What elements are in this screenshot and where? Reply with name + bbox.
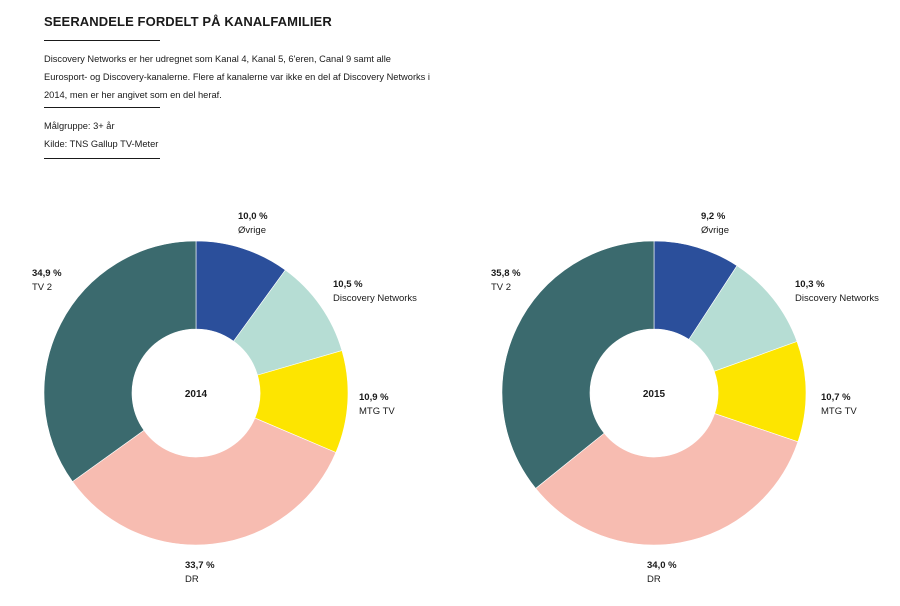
- data-label-category: Discovery Networks: [333, 293, 417, 304]
- data-label-category: TV 2: [32, 282, 52, 293]
- slice-tv-2-2014: [43, 240, 197, 482]
- slice-tv-2-2015: [501, 240, 655, 489]
- data-label-value: 9,2 %: [701, 211, 726, 222]
- data-label-category: MTG TV: [821, 406, 857, 417]
- data-label-value: 33,7 %: [185, 560, 215, 571]
- target-group-text: Målgruppe: 3+ år: [44, 121, 115, 131]
- data-label-value: 10,3 %: [795, 279, 825, 290]
- data-label-value: 34,0 %: [647, 560, 677, 571]
- data-label-value: 10,7 %: [821, 392, 851, 403]
- data-label-category: Discovery Networks: [795, 293, 879, 304]
- divider: [44, 158, 160, 159]
- data-label-value: 35,8 %: [491, 268, 521, 279]
- divider: [44, 40, 160, 41]
- data-label-value: 10,5 %: [333, 279, 363, 290]
- data-label-value: 34,9 %: [32, 268, 62, 279]
- slice-dr-2014: [72, 417, 337, 546]
- data-label-category: Øvrige: [701, 225, 729, 236]
- center-year-label: 2014: [185, 389, 208, 400]
- center-year-label: 2015: [643, 389, 666, 400]
- data-label-category: MTG TV: [359, 406, 395, 417]
- donut-chart-2015: 9,2 % Øvrige 10,3 % Discovery Networks 10,7 …: [491, 211, 879, 585]
- data-label-category: TV 2: [491, 282, 511, 293]
- data-label-value: 10,9 %: [359, 392, 389, 403]
- description-text: Discovery Networks er her udregnet som K…: [44, 54, 430, 100]
- page-title: SEERANDELE FORDELT PÅ KANALFAMILIER: [44, 14, 332, 29]
- data-label-value: 10,0 %: [238, 211, 268, 222]
- data-label-category: Øvrige: [238, 225, 266, 236]
- data-label-category: DR: [647, 574, 661, 585]
- slice-dr-2015: [535, 413, 799, 546]
- data-label-category: DR: [185, 574, 199, 585]
- divider: [44, 107, 160, 108]
- source-text: Kilde: TNS Gallup TV-Meter: [44, 139, 159, 149]
- donut-chart-2014: 10,0 % Øvrige 10,5 % Discovery Networks 10,9…: [32, 211, 417, 585]
